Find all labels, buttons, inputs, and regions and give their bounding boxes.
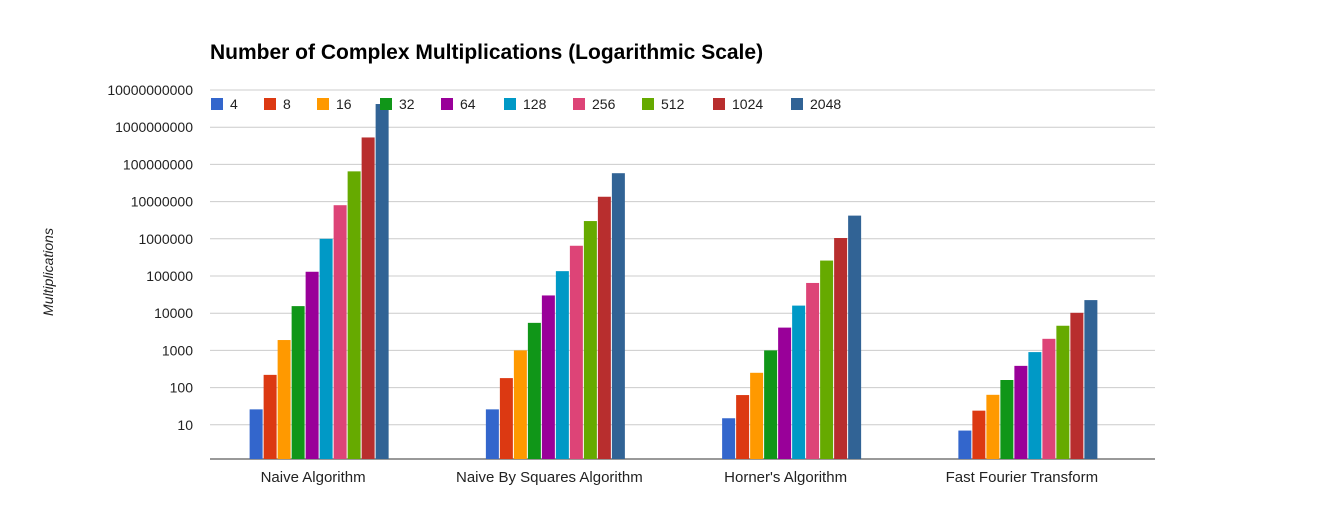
bar-8 (972, 410, 986, 459)
bar-64 (1014, 365, 1028, 459)
bar-8 (263, 374, 277, 459)
y-tick-label: 1000 (162, 342, 193, 358)
y-tick-label: 10000000000 (107, 82, 193, 98)
legend-swatch-256 (573, 98, 585, 110)
y-axis-ticks: 10 100 1000 10000 100000 1000000 10000000 10000… (107, 82, 193, 433)
legend-swatch-64 (441, 98, 453, 110)
y-tick-label: 1000000 (138, 231, 193, 247)
bar-2048 (375, 104, 389, 459)
bars (249, 104, 1098, 459)
y-tick-label: 100000000 (123, 156, 193, 172)
legend-swatch-128 (504, 98, 516, 110)
bar-8 (499, 378, 513, 459)
bar-1024 (834, 238, 848, 459)
bar-512 (820, 260, 834, 459)
bar-32 (527, 322, 541, 459)
y-tick-label: 10000 (154, 305, 193, 321)
bar-256 (333, 205, 347, 459)
y-tick-label: 10000000 (131, 194, 194, 210)
legend: 4 8 16 32 64 128 256 512 1024 2048 (211, 96, 841, 112)
bar-4 (249, 409, 263, 459)
category-label: Naive By Squares Algorithm (456, 469, 643, 486)
legend-label-8: 8 (283, 96, 291, 112)
bar-256 (569, 245, 583, 459)
bar-32 (764, 350, 778, 459)
bar-512 (1056, 325, 1070, 459)
bar-128 (555, 271, 569, 459)
legend-label-16: 16 (336, 96, 352, 112)
bar-1024 (597, 196, 611, 459)
legend-label-256: 256 (592, 96, 616, 112)
legend-label-512: 512 (661, 96, 685, 112)
bar-128 (1028, 352, 1042, 459)
y-tick-label: 1000000000 (115, 119, 193, 135)
bar-16 (277, 340, 291, 459)
bar-64 (778, 327, 792, 459)
bar-1024 (1070, 312, 1084, 459)
legend-swatch-32 (380, 98, 392, 110)
legend-label-2048: 2048 (810, 96, 841, 112)
y-tick-label: 100 (170, 380, 194, 396)
category-label: Naive Algorithm (261, 469, 366, 486)
bar-4 (485, 409, 499, 459)
legend-swatch-1024 (713, 98, 725, 110)
category-label: Horner's Algorithm (724, 469, 847, 486)
legend-label-4: 4 (230, 96, 238, 112)
bar-32 (291, 306, 305, 459)
bar-4 (722, 418, 736, 459)
bar-16 (750, 372, 764, 459)
legend-swatch-16 (317, 98, 329, 110)
legend-label-128: 128 (523, 96, 547, 112)
y-tick-label: 10 (177, 417, 193, 433)
legend-swatch-512 (642, 98, 654, 110)
x-axis-categories: Naive Algorithm Naive By Squares Algorith… (261, 469, 1099, 486)
bar-128 (792, 305, 806, 459)
bar-2048 (848, 215, 862, 459)
bar-4 (958, 430, 972, 459)
bar-256 (806, 282, 820, 459)
bar-16 (513, 350, 527, 459)
legend-label-32: 32 (399, 96, 415, 112)
bar-1024 (361, 137, 375, 459)
bar-64 (541, 295, 555, 459)
bar-512 (583, 221, 597, 459)
bar-2048 (1084, 300, 1098, 459)
bar-64 (305, 271, 319, 459)
legend-swatch-4 (211, 98, 223, 110)
legend-label-1024: 1024 (732, 96, 763, 112)
chart-title: Number of Complex Multiplications (Logar… (210, 41, 763, 64)
bar-16 (986, 394, 1000, 459)
legend-label-64: 64 (460, 96, 476, 112)
category-label: Fast Fourier Transform (946, 469, 1099, 486)
bar-512 (347, 171, 361, 459)
bar-32 (1000, 380, 1014, 459)
bar-8 (736, 395, 750, 459)
bar-2048 (611, 173, 625, 459)
y-axis-label: Multiplications (40, 228, 56, 316)
legend-swatch-2048 (791, 98, 803, 110)
y-tick-label: 100000 (146, 268, 193, 284)
bar-256 (1042, 338, 1056, 459)
bar-128 (319, 238, 333, 459)
legend-swatch-8 (264, 98, 276, 110)
